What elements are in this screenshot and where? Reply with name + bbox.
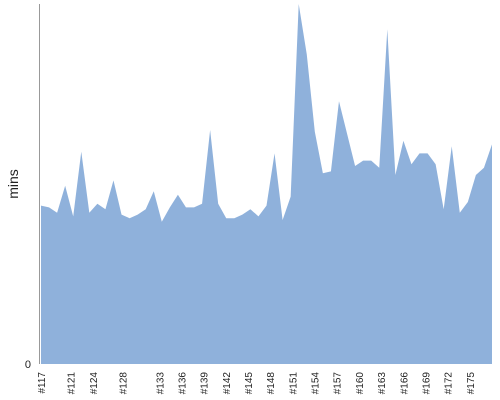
x-tick-label: #145 [244, 372, 255, 395]
x-tick-label: #136 [178, 372, 189, 395]
x-tick-label: #163 [377, 372, 388, 395]
x-tick-label: #133 [155, 372, 166, 395]
x-tick-label: #169 [422, 372, 433, 395]
x-tick-labels: #117 #121 #124 #128 #133 #136 #139 #142 #145 #148… [37, 372, 477, 395]
x-tick-label: #148 [266, 372, 277, 395]
x-tick-label: #151 [288, 372, 299, 395]
x-tick-label: #121 [67, 372, 78, 395]
y-tick-label: 0 [25, 359, 31, 371]
x-tick-label: #175 [466, 372, 477, 395]
x-tick-label: #124 [89, 372, 100, 395]
x-tick-label: #166 [399, 372, 410, 395]
x-tick-label: #128 [118, 372, 129, 395]
x-tick-label: #172 [444, 372, 455, 395]
x-tick-label: #154 [311, 372, 322, 395]
x-tick-label: #139 [200, 372, 211, 395]
x-tick-label: #117 [37, 372, 48, 394]
series-area [41, 4, 492, 364]
x-tick-label: #142 [222, 372, 233, 395]
y-axis-label: mins [5, 169, 21, 199]
x-tick-label: #157 [333, 372, 344, 395]
x-tick-label: #160 [355, 372, 366, 395]
